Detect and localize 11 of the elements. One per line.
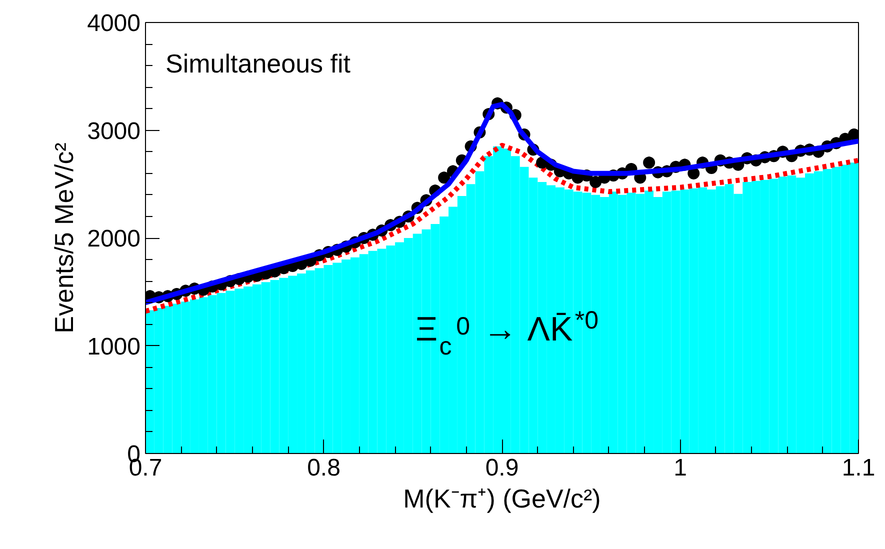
y-tick-label: 3000 [87,118,140,145]
x-tick-label: 1.1 [842,454,876,482]
y-tick-label: 1000 [87,333,140,360]
x-axis-title: M(K⁻π⁺) (GeV/c²) [403,484,601,514]
y-tick-label: 4000 [87,10,140,37]
y-axis-title: Events/5 MeV/c² [49,142,80,334]
x-tick-label: 0.9 [485,454,519,482]
x-tick-label: 0.8 [307,454,340,482]
annotation: Simultaneous fit [166,48,352,78]
y-tick-label: 2000 [87,226,140,252]
x-tick-label: 1 [674,454,687,482]
